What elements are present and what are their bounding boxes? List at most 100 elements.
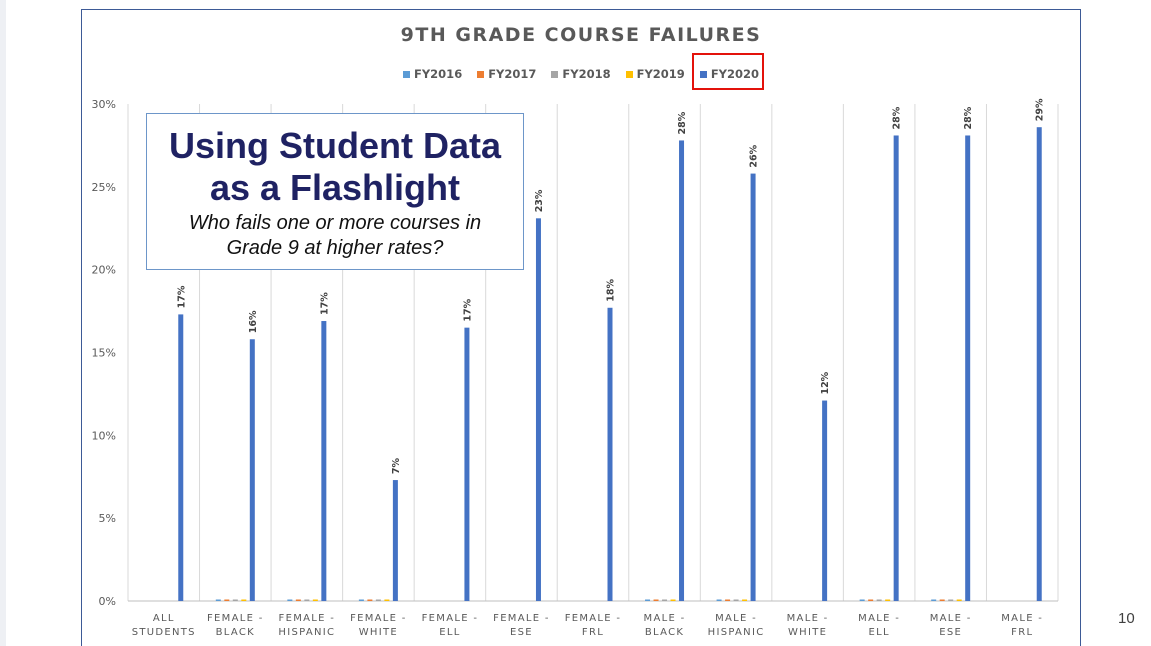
bar-fy2017 — [367, 599, 373, 601]
y-tick-label: 10% — [92, 429, 116, 442]
bar-fy2017 — [725, 599, 731, 601]
x-tick-label: HISPANIC — [708, 627, 765, 638]
bar-fy2020 — [679, 140, 685, 602]
y-tick-label: 15% — [92, 347, 116, 360]
bar-fy2020 — [1036, 127, 1042, 602]
bar-fy2016 — [287, 599, 293, 601]
data-label: 28% — [677, 111, 688, 134]
callout-box: Using Student Data as a Flashlight Who f… — [146, 113, 524, 270]
y-tick-label: 20% — [92, 264, 116, 277]
legend-swatch — [403, 70, 410, 78]
legend-item: FY2018 — [551, 67, 611, 81]
bar-fy2020 — [249, 339, 255, 601]
x-tick-label: WHITE — [788, 627, 827, 638]
bar-fy2018 — [375, 599, 381, 601]
bar-fy2018 — [232, 599, 238, 601]
bar-fy2019 — [384, 599, 390, 601]
bar-fy2016 — [358, 599, 364, 601]
bar-fy2020 — [893, 135, 899, 601]
bar-fy2019 — [956, 599, 962, 601]
legend-label: FY2016 — [414, 67, 463, 81]
bar-fy2017 — [868, 599, 874, 601]
bar-fy2020 — [822, 400, 828, 601]
bar-fy2016 — [931, 599, 937, 601]
legend-swatch — [477, 70, 485, 78]
bar-fy2019 — [312, 599, 318, 601]
legend-label: FY2019 — [636, 67, 685, 81]
data-label: 28% — [892, 106, 903, 129]
x-tick-label: WHITE — [359, 627, 398, 638]
x-tick-label: FRL — [582, 627, 604, 638]
x-tick-label: FEMALE - — [350, 613, 407, 624]
chart-legend: FY2016 FY2017 FY2018 FY2019 FY2020 — [403, 64, 759, 84]
x-tick-label: ALL — [153, 613, 175, 624]
bar-fy2018 — [876, 599, 882, 601]
x-tick-label: MALE - — [930, 613, 972, 624]
bar-fy2020 — [178, 314, 184, 601]
slide-edge — [0, 0, 6, 646]
bar-fy2018 — [662, 599, 668, 601]
x-tick-label: ESE — [939, 627, 962, 638]
x-tick-label: MALE - — [715, 613, 757, 624]
data-label: 17% — [176, 285, 187, 308]
chart-title: 9TH GRADE COURSE FAILURES — [400, 24, 762, 46]
data-label: 29% — [1035, 98, 1046, 121]
x-tick-label: FEMALE - — [422, 613, 479, 624]
y-tick-label: 30% — [92, 98, 116, 111]
data-label: 28% — [963, 106, 974, 129]
data-label: 12% — [820, 371, 831, 394]
x-tick-label: MALE - — [1001, 613, 1043, 624]
bar-fy2019 — [885, 599, 891, 601]
y-tick-label: 0% — [99, 595, 116, 608]
x-tick-label: MALE - — [858, 613, 900, 624]
legend-item: FY2020 — [699, 67, 760, 81]
legend-swatch — [699, 70, 707, 78]
bar-fy2019 — [241, 599, 247, 601]
x-tick-label: FEMALE - — [279, 613, 336, 624]
bar-fy2020 — [607, 307, 613, 601]
x-tick-label: ELL — [439, 627, 460, 638]
data-label: 16% — [248, 310, 259, 333]
y-tick-label: 25% — [92, 181, 116, 194]
data-label: 17% — [462, 298, 473, 321]
x-tick-label: HISPANIC — [278, 627, 335, 638]
bar-fy2017 — [653, 599, 659, 601]
bar-fy2016 — [645, 599, 651, 601]
legend-label: FY2018 — [562, 67, 611, 81]
bar-fy2018 — [304, 599, 310, 601]
legend-swatch — [551, 70, 559, 78]
bar-fy2016 — [859, 599, 865, 601]
bar-fy2016 — [716, 599, 722, 601]
y-tick-label: 5% — [99, 512, 116, 525]
data-label: 23% — [534, 189, 545, 212]
callout-heading-line2: as a Flashlight — [209, 167, 461, 208]
x-tick-label: MALE - — [644, 613, 686, 624]
callout-subtitle: Who fails one or more courses in Grade 9… — [147, 211, 523, 261]
bar-fy2016 — [215, 599, 221, 601]
x-tick-label: FEMALE - — [565, 613, 622, 624]
bar-fy2018 — [733, 599, 739, 601]
callout-heading: Using Student Data as a Flashlight — [147, 125, 523, 209]
x-tick-label: FEMALE - — [493, 613, 550, 624]
bar-fy2020 — [464, 327, 470, 601]
x-tick-label: BLACK — [216, 627, 255, 638]
callout-subtitle-line1: Who fails one or more courses in — [188, 212, 482, 234]
x-tick-label: FEMALE - — [207, 613, 264, 624]
bar-fy2017 — [224, 599, 230, 601]
data-label: 26% — [749, 144, 760, 167]
legend-item: FY2019 — [625, 67, 685, 81]
legend-label: FY2020 — [710, 67, 760, 81]
bar-fy2020 — [321, 321, 327, 601]
bar-fy2018 — [948, 599, 954, 601]
bar-fy2020 — [750, 173, 756, 601]
legend-highlight-box — [692, 53, 764, 90]
x-tick-label: FRL — [1011, 627, 1033, 638]
legend-item: FY2017 — [477, 67, 536, 81]
x-tick-label: ESE — [510, 627, 533, 638]
page-number: 10 — [1118, 610, 1135, 627]
callout-heading-line1: Using Student Data — [168, 125, 501, 166]
data-label: 7% — [391, 457, 402, 474]
bar-fy2019 — [670, 599, 676, 601]
legend-item: FY2016 — [403, 67, 462, 81]
